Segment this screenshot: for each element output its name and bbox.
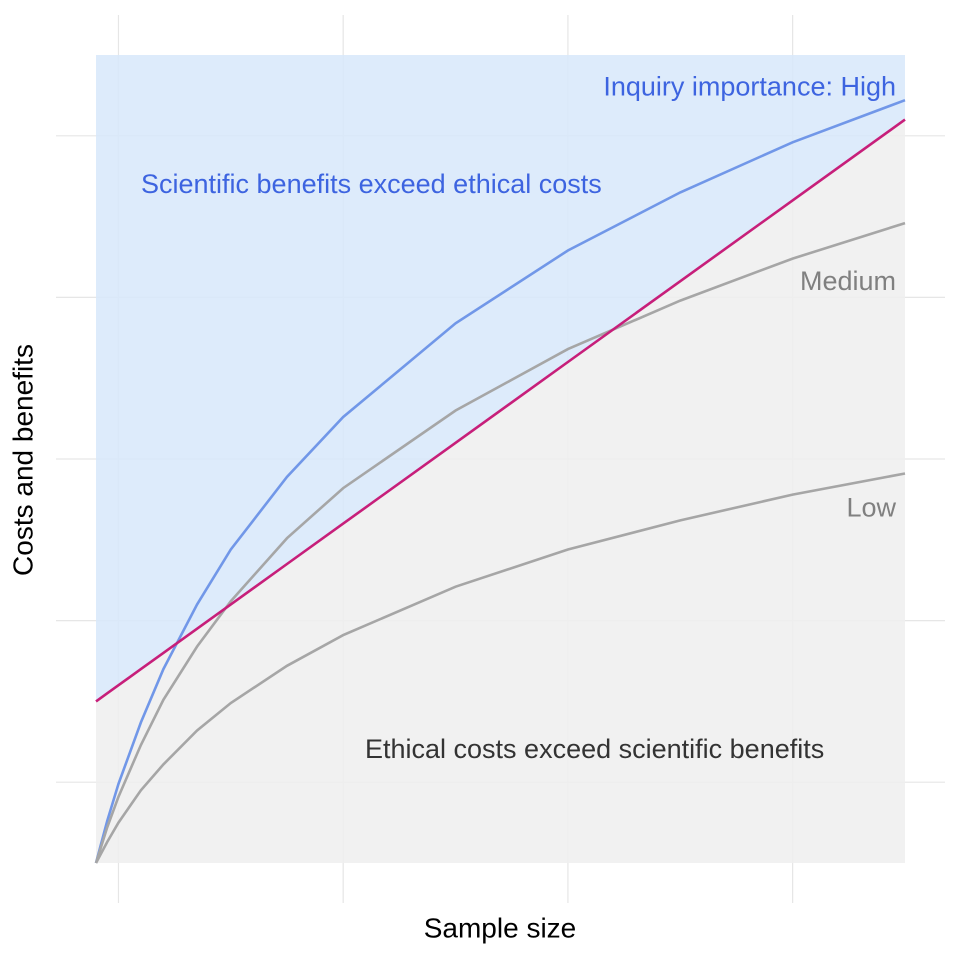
annotation: Ethical costs exceed scientific benefits <box>365 734 824 764</box>
line <box>95 118 906 703</box>
x-axis-title: Sample size <box>424 912 577 943</box>
line <box>94 221 906 864</box>
series-label: Medium <box>800 266 896 296</box>
series-label: Low <box>846 493 896 523</box>
y-axis-title: Costs and benefits <box>7 344 38 576</box>
region-below <box>96 119 905 864</box>
line <box>94 472 906 864</box>
line <box>94 98 906 864</box>
series-label: Inquiry importance: High <box>603 71 896 101</box>
annotation: Scientific benefits exceed ethical costs <box>141 169 602 199</box>
region-above <box>96 55 905 702</box>
